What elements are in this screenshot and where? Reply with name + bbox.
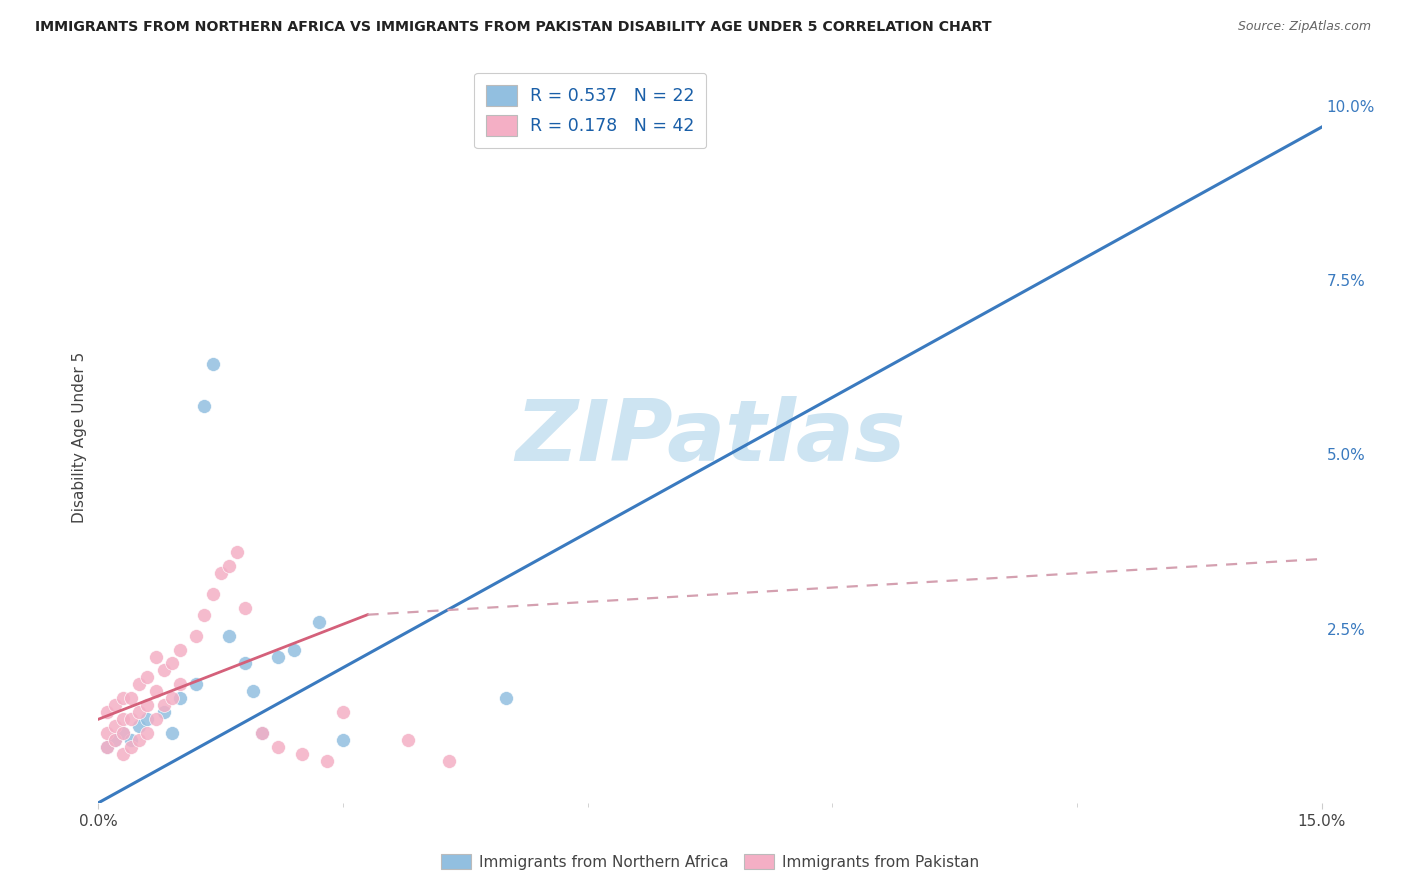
Point: [209, 566, 232, 580]
Point: [169, 691, 191, 706]
Point: [267, 649, 290, 664]
Point: [617, 134, 640, 148]
Point: [111, 712, 134, 726]
Text: IMMIGRANTS FROM NORTHERN AFRICA VS IMMIGRANTS FROM PAKISTAN DISABILITY AGE UNDER: IMMIGRANTS FROM NORTHERN AFRICA VS IMMIG…: [35, 20, 991, 34]
Point: [136, 726, 159, 740]
Point: [218, 558, 240, 573]
Point: [396, 733, 419, 747]
Point: [128, 677, 150, 691]
Point: [120, 733, 142, 747]
Point: [250, 726, 273, 740]
Point: [96, 726, 118, 740]
Point: [193, 607, 215, 622]
Point: [186, 629, 208, 643]
Point: [201, 587, 224, 601]
Point: [136, 698, 159, 713]
Text: Source: ZipAtlas.com: Source: ZipAtlas.com: [1237, 20, 1371, 33]
Point: [242, 684, 264, 698]
Point: [226, 545, 249, 559]
Legend: Immigrants from Northern Africa, Immigrants from Pakistan: Immigrants from Northern Africa, Immigra…: [434, 847, 986, 876]
Point: [152, 698, 174, 713]
Point: [145, 712, 167, 726]
Point: [267, 740, 290, 755]
Point: [193, 399, 215, 413]
Point: [96, 740, 118, 755]
Point: [111, 691, 134, 706]
Point: [145, 684, 167, 698]
Point: [152, 705, 174, 719]
Point: [104, 733, 127, 747]
Point: [96, 740, 118, 755]
Point: [128, 719, 150, 733]
Point: [111, 726, 134, 740]
Point: [152, 664, 174, 678]
Text: ZIPatlas: ZIPatlas: [515, 395, 905, 479]
Point: [145, 649, 167, 664]
Point: [160, 691, 183, 706]
Point: [104, 719, 127, 733]
Point: [315, 754, 337, 768]
Point: [332, 705, 354, 719]
Point: [283, 642, 305, 657]
Point: [169, 677, 191, 691]
Point: [120, 740, 142, 755]
Point: [332, 733, 354, 747]
Point: [308, 615, 330, 629]
Point: [120, 712, 142, 726]
Point: [186, 677, 208, 691]
Point: [136, 670, 159, 684]
Point: [104, 698, 127, 713]
Point: [136, 712, 159, 726]
Point: [169, 642, 191, 657]
Point: [160, 657, 183, 671]
Point: [111, 747, 134, 761]
Point: [120, 691, 142, 706]
Point: [495, 691, 517, 706]
Point: [233, 600, 256, 615]
Point: [201, 357, 224, 371]
Point: [128, 733, 150, 747]
Point: [160, 726, 183, 740]
Point: [437, 754, 460, 768]
Y-axis label: Disability Age Under 5: Disability Age Under 5: [72, 351, 87, 523]
Point: [291, 747, 314, 761]
Point: [233, 657, 256, 671]
Point: [128, 705, 150, 719]
Point: [96, 705, 118, 719]
Point: [104, 733, 127, 747]
Point: [111, 726, 134, 740]
Point: [218, 629, 240, 643]
Point: [250, 726, 273, 740]
